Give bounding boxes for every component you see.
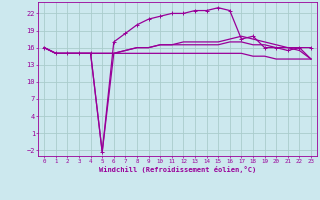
X-axis label: Windchill (Refroidissement éolien,°C): Windchill (Refroidissement éolien,°C) xyxy=(99,166,256,173)
